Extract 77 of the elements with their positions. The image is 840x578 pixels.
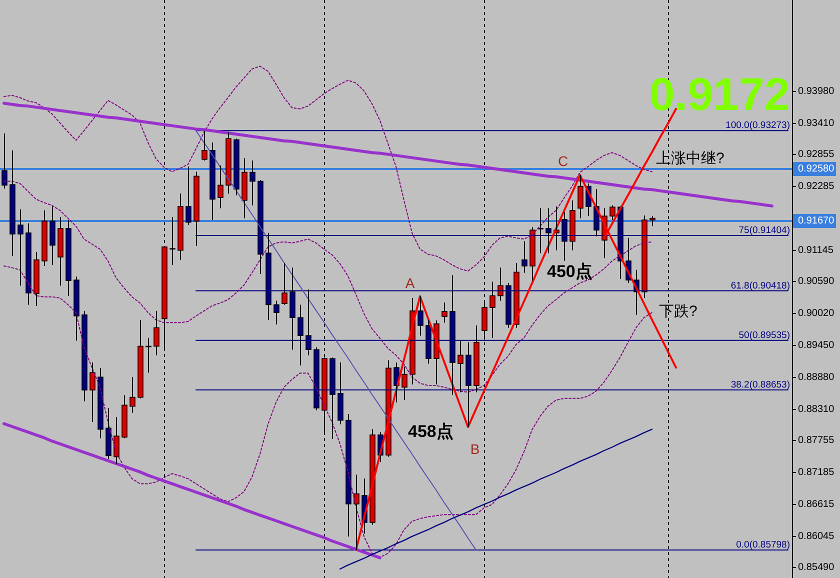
candlestick — [122, 394, 128, 439]
candlestick — [530, 226, 536, 282]
candlestick — [170, 216, 176, 266]
candlestick — [58, 216, 64, 286]
candlestick — [98, 368, 104, 439]
candlestick — [354, 474, 360, 550]
candlestick — [194, 171, 200, 246]
candlestick — [442, 302, 448, 324]
y-tick-label: 0.85490 — [798, 562, 835, 573]
candlestick — [138, 319, 144, 399]
candlestick — [226, 131, 232, 194]
y-tick-label: 0.93980 — [798, 86, 835, 97]
series-label: 61.8(0.90418) — [730, 280, 790, 292]
y-tick-label: 0.92285 — [798, 181, 835, 192]
candlestick — [50, 206, 56, 266]
candlestick — [2, 133, 8, 190]
y-tick-label: 0.90020 — [798, 308, 835, 319]
candlestick — [106, 407, 112, 460]
candlestick — [474, 324, 480, 393]
candlestick — [578, 174, 584, 219]
annotation: 458点 — [408, 422, 454, 441]
candlestick — [570, 200, 576, 251]
y-tick-label: 0.91145 — [798, 245, 834, 256]
candlestick — [418, 295, 424, 336]
ref-line-label: 0.91670 — [798, 216, 835, 226]
candlestick — [34, 251, 40, 306]
candlestick — [242, 158, 248, 219]
candlestick — [522, 240, 528, 274]
y-tick-label: 0.90590 — [798, 276, 835, 287]
candlestick — [74, 276, 80, 342]
candlestick — [130, 376, 136, 414]
annotation: 0.9172 — [649, 68, 790, 120]
candlestick — [490, 281, 496, 338]
candlestick — [42, 210, 48, 266]
series-label: 38.2(0.88653) — [730, 379, 790, 390]
y-tick-label: 0.89450 — [798, 340, 835, 351]
candlestick — [250, 160, 256, 206]
candlestick — [218, 165, 224, 209]
y-tick-label: 0.93410 — [798, 118, 835, 129]
candlestick — [178, 193, 184, 260]
y-tick-label: 0.88880 — [798, 372, 835, 383]
line-series — [2, 422, 382, 560]
series-label: 75(0.91404) — [738, 224, 790, 236]
y-tick-label: 0.88310 — [798, 404, 835, 415]
candlestick — [210, 142, 216, 220]
candlestick — [402, 366, 408, 401]
ref-line-label: 0.92580 — [798, 164, 835, 174]
annotation: C — [558, 153, 568, 169]
candlestick — [90, 362, 96, 422]
y-tick-label: 0.92855 — [798, 149, 835, 160]
candlestick — [114, 416, 120, 465]
candlestick — [66, 219, 72, 296]
candlestick — [234, 138, 240, 196]
candlestick — [10, 150, 16, 256]
candlestick — [458, 340, 464, 393]
series-label: 100.0(0.93273) — [726, 120, 790, 132]
candlestick — [202, 130, 208, 161]
candlestick — [26, 222, 32, 306]
candlestick — [18, 208, 24, 286]
candlestick — [282, 262, 288, 306]
annotation: A — [405, 275, 416, 291]
candlestick — [346, 414, 352, 537]
candlestick — [650, 216, 656, 227]
annotation: B — [470, 441, 480, 457]
candlestick — [642, 214, 648, 298]
y-tick-label: 0.86045 — [798, 531, 835, 542]
candlestick — [154, 310, 160, 356]
annotation: 下跌? — [659, 303, 698, 320]
candlestick — [82, 310, 88, 402]
y-tick-label: 0.86615 — [798, 499, 835, 510]
y-tick-label: 0.87185 — [798, 467, 835, 478]
series-label: 0.0(0.85798) — [736, 540, 790, 551]
annotation: 450点 — [547, 262, 592, 281]
y-tick-label: 0.87755 — [798, 435, 835, 446]
series-label: 50(0.89535) — [738, 330, 790, 341]
candlestick — [186, 166, 192, 226]
candlestick — [498, 267, 504, 302]
